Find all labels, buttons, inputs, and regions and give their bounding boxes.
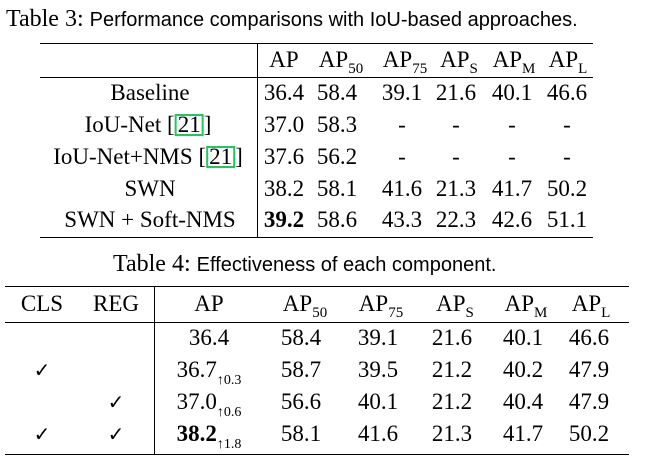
table4-bottom-rule (5, 454, 629, 455)
table3-row-method: Baseline (110, 80, 190, 105)
table3-cell: 58.3 (316, 112, 358, 137)
table4-cell: 58.4 (280, 325, 322, 350)
cls-check-icon: ✓ (33, 358, 51, 382)
table4-header-aps: APS (436, 291, 474, 321)
table4-cell: 39.1 (357, 325, 399, 350)
table3-cell-best: 39.2 (263, 207, 305, 232)
table4-cell: 40.1 (502, 325, 544, 350)
table3-caption: Table 3: Performance comparisons with Io… (6, 6, 578, 33)
table4-caption-text: Effectiveness of each component. (196, 254, 497, 276)
table3-cell: - (398, 144, 406, 169)
table3-cell: - (452, 112, 460, 137)
table3-cell: 50.2 (546, 176, 588, 201)
table4-cell: 58.7 (280, 357, 322, 382)
table3-cell: 21.3 (435, 176, 477, 201)
citation-link[interactable]: 21 (174, 113, 204, 136)
gain-indicator: ↑0.6 (216, 405, 242, 420)
table4-header-apl: APL (571, 291, 611, 321)
table3-header-apl: APL (548, 47, 588, 77)
table3-row-method: SWN + Soft-NMS (64, 207, 236, 232)
table3-caption-label: Table 3: (6, 6, 84, 32)
table3-cell: - (508, 144, 516, 169)
table4-cell: 50.2 (568, 421, 610, 446)
table3-cell: 36.4 (263, 80, 305, 105)
table3-header-apm: APM (492, 47, 536, 77)
table4-caption: Table 4: Effectiveness of each component… (113, 251, 496, 278)
table4-top-rule (5, 286, 629, 287)
table3-cell: 41.6 (381, 176, 423, 201)
table4-cell: 40.4 (502, 389, 544, 414)
table3-cell: 51.1 (546, 207, 588, 232)
table3-bottom-rule (40, 237, 593, 238)
table4-header-ap75: AP75 (358, 291, 404, 321)
table4-caption-label: Table 4: (113, 251, 191, 277)
table4-cell: 41.6 (357, 421, 399, 446)
table4-vertical-rule (154, 286, 155, 454)
table3-row-method: IoU-Net+NMS [21] (53, 144, 243, 169)
table3-cell: 58.4 (316, 80, 358, 105)
table3-cell: 22.3 (435, 207, 477, 232)
table3-header-rule (40, 77, 593, 78)
table3-cell: 58.6 (316, 207, 358, 232)
table3-cell: 43.3 (381, 207, 423, 232)
table4-header-reg: REG (93, 291, 139, 316)
table3-cell: 40.1 (491, 80, 533, 105)
table4-cell: 58.1 (280, 421, 322, 446)
table3-cell: 56.2 (316, 144, 358, 169)
table4-cell-ap: 36.4 (188, 325, 230, 350)
table3-cell: 46.6 (546, 80, 588, 105)
table3-top-rule (40, 43, 593, 44)
table3-cell: 58.1 (316, 176, 358, 201)
table3-cell: - (563, 144, 571, 169)
table3-cell: 37.0 (263, 112, 305, 137)
table3-header-ap50: AP50 (318, 47, 364, 77)
table4-header-ap: AP (194, 291, 224, 316)
table3-cell: 42.6 (491, 207, 533, 232)
table4-header-ap50: AP50 (282, 291, 328, 321)
table4-cell: 46.6 (568, 325, 610, 350)
table4-cell-ap: 37.0↑0.6 (176, 389, 242, 420)
table4-cell: 56.6 (280, 389, 322, 414)
table4-cell-ap: 36.7↑0.3 (176, 357, 242, 388)
table4-cell-ap-best: 38.2↑1.8 (176, 421, 242, 452)
table4-cell: 41.7 (502, 421, 544, 446)
table4-header-apm: APM (504, 291, 548, 321)
cls-check-icon: ✓ (33, 422, 51, 446)
table3-caption-text: Performance comparisons with IoU-based a… (89, 9, 578, 31)
table4-header-cls: CLS (20, 291, 64, 316)
table4-header-rule (5, 322, 629, 323)
table4-cell: 47.9 (568, 389, 610, 414)
table4-cell: 21.3 (431, 421, 473, 446)
table4-cell: 40.1 (357, 389, 399, 414)
table3-cell: 39.1 (381, 80, 423, 105)
table3-row-method: IoU-Net [21] (84, 112, 212, 137)
table4-cell: 21.2 (431, 389, 473, 414)
table4-cell: 40.2 (502, 357, 544, 382)
table4-cell: 21.6 (431, 325, 473, 350)
table3-vertical-rule (257, 43, 258, 237)
table3-cell: 41.7 (491, 176, 533, 201)
table3-cell: 37.6 (263, 144, 305, 169)
table3-cell: - (452, 144, 460, 169)
table3-header-aps: APS (440, 47, 478, 77)
table4-cell: 39.5 (357, 357, 399, 382)
table3-cell: 38.2 (263, 176, 305, 201)
table4-cell: 21.2 (431, 357, 473, 382)
gain-indicator: ↑0.3 (216, 373, 242, 388)
gain-indicator: ↑1.8 (216, 437, 242, 452)
citation-link[interactable]: 21 (206, 145, 236, 168)
reg-check-icon: ✓ (107, 390, 125, 414)
table3-row-method: SWN (124, 176, 176, 201)
reg-check-icon: ✓ (107, 422, 125, 446)
table3-cell: 21.6 (435, 80, 477, 105)
table3-cell: - (508, 112, 516, 137)
table3-header-ap: AP (269, 47, 299, 72)
table3-header-ap75: AP75 (382, 47, 428, 77)
table3-cell: - (563, 112, 571, 137)
table3-cell: - (398, 112, 406, 137)
table4-cell: 47.9 (568, 357, 610, 382)
